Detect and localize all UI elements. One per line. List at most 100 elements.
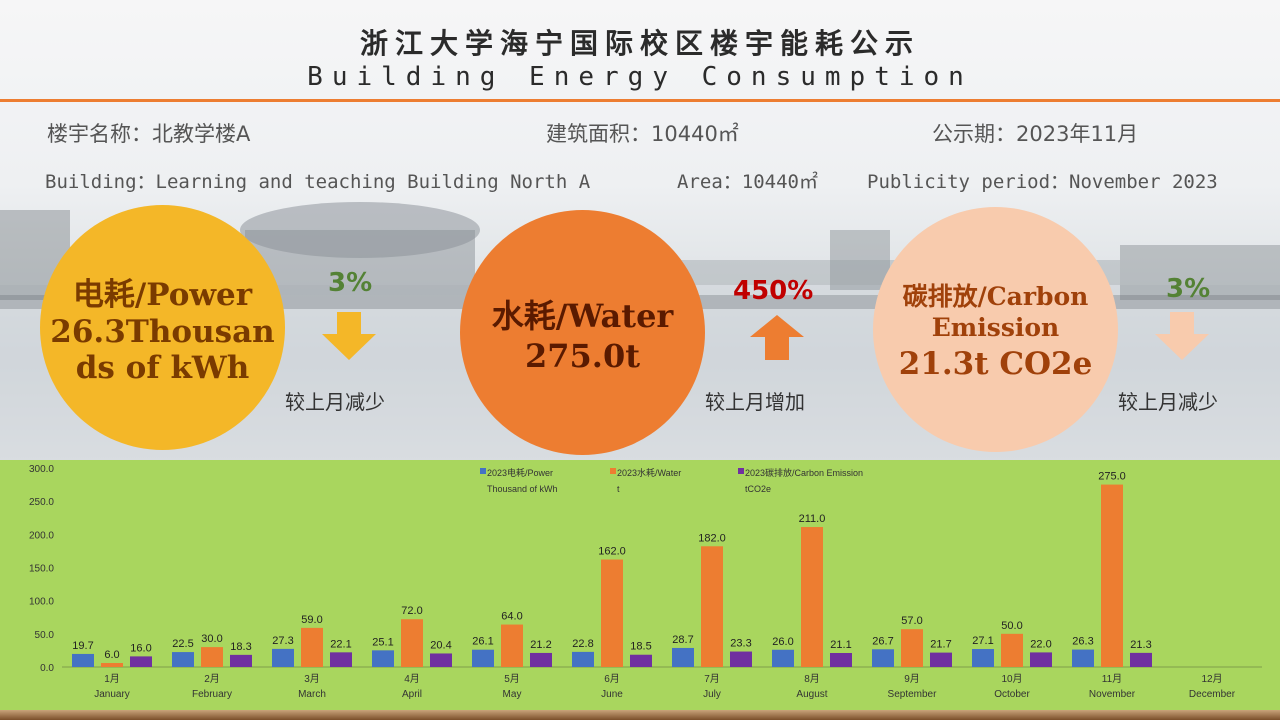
bar-water bbox=[701, 546, 723, 667]
bar-carbon bbox=[630, 654, 652, 667]
data-label: 22.8 bbox=[572, 638, 593, 650]
data-label: 162.0 bbox=[598, 546, 626, 558]
data-label: 21.2 bbox=[530, 639, 551, 651]
chart-background bbox=[0, 460, 1280, 710]
data-label: 21.1 bbox=[830, 639, 851, 651]
legend-label: 2023水耗/Water bbox=[617, 467, 681, 478]
bar-carbon bbox=[530, 652, 552, 667]
bar-water bbox=[201, 647, 223, 667]
carbon-card-title: 碳排放/Carbon bbox=[902, 282, 1089, 311]
data-label: 22.1 bbox=[330, 638, 351, 650]
data-label: 18.3 bbox=[230, 641, 251, 653]
building-area-cn: 建筑面积：10440㎡ bbox=[546, 122, 739, 146]
bar-water bbox=[601, 559, 623, 667]
bar-water bbox=[801, 527, 823, 667]
x-tick-label-en: August bbox=[796, 689, 827, 700]
bar-power bbox=[872, 649, 894, 667]
building-name-cn: 楼宇名称：北教学楼A bbox=[47, 122, 251, 146]
publicity-period-cn: 公示期：2023年11月 bbox=[932, 122, 1139, 146]
bar-carbon bbox=[930, 652, 952, 667]
title-divider bbox=[0, 99, 1280, 102]
bar-water bbox=[401, 619, 423, 667]
power-card-value: 26.3Thousan bbox=[50, 314, 275, 350]
x-tick-label-en: October bbox=[994, 689, 1030, 700]
bar-water bbox=[901, 629, 923, 667]
legend-swatch bbox=[738, 468, 744, 474]
bottom-strip bbox=[0, 710, 1280, 720]
carbon-card-subtitle: Emission bbox=[931, 313, 1060, 342]
bar-carbon bbox=[330, 652, 352, 667]
legend-label-unit: tCO2e bbox=[745, 484, 771, 494]
y-tick-label: 250.0 bbox=[29, 497, 54, 508]
carbon-change-percent: 3% bbox=[1166, 274, 1211, 304]
down-arrow-icon bbox=[322, 312, 376, 360]
x-tick-label-cn: 6月 bbox=[604, 673, 620, 685]
page-title-english: Building Energy Consumption bbox=[307, 62, 973, 92]
x-tick-label-en: February bbox=[192, 689, 232, 700]
data-label: 20.4 bbox=[430, 639, 451, 651]
energy-bar-chart: 0.0 50.0 100.0 150.0 200.0 250.0 300.0 1月 Januar… bbox=[29, 464, 1262, 700]
data-label: 6.0 bbox=[104, 649, 119, 661]
water-card-title: 水耗/Water bbox=[491, 296, 674, 335]
carbon-card-value: 21.3t CO2e bbox=[898, 346, 1093, 382]
building-name-en: Building：Learning and teaching Building … bbox=[45, 171, 591, 193]
bar-power bbox=[72, 653, 94, 667]
power-card-unit: ds of kWh bbox=[75, 350, 250, 386]
bar-power bbox=[772, 649, 794, 667]
building-area-en: Area：10440㎡ bbox=[677, 171, 818, 193]
data-label: 211.0 bbox=[799, 513, 826, 525]
bar-water bbox=[501, 624, 523, 667]
bar-carbon bbox=[830, 653, 852, 667]
data-label: 64.0 bbox=[501, 611, 522, 623]
legend-label: 2023碳排放/Carbon Emission bbox=[745, 467, 863, 478]
up-arrow-icon bbox=[750, 315, 804, 360]
data-label: 16.0 bbox=[130, 642, 151, 654]
bar-power bbox=[1072, 649, 1094, 667]
y-tick-label: 100.0 bbox=[29, 597, 54, 608]
bar-carbon bbox=[1030, 652, 1052, 667]
down-arrow-icon bbox=[1155, 312, 1209, 360]
data-label: 26.0 bbox=[772, 636, 793, 648]
x-tick-label-cn: 3月 bbox=[304, 673, 320, 685]
bar-power bbox=[272, 648, 294, 667]
x-tick-label-en: July bbox=[703, 689, 721, 700]
water-card-value: 275.0t bbox=[525, 336, 640, 375]
bar-power bbox=[172, 652, 194, 667]
water-change-percent: 450% bbox=[733, 276, 814, 306]
x-tick-label-cn: 7月 bbox=[704, 673, 720, 685]
y-tick-label: 50.0 bbox=[35, 630, 55, 641]
water-change-note: 较上月增加 bbox=[705, 390, 805, 414]
x-tick-label-en: September bbox=[888, 689, 938, 700]
x-tick-label-cn: 9月 bbox=[904, 673, 920, 685]
x-tick-label-cn: 4月 bbox=[404, 673, 420, 685]
bar-power bbox=[672, 647, 694, 667]
bar-power bbox=[972, 649, 994, 667]
y-tick-label: 300.0 bbox=[29, 464, 54, 475]
data-label: 28.7 bbox=[672, 634, 693, 646]
data-label: 50.0 bbox=[1001, 620, 1022, 632]
power-card: 电耗/Power 26.3Thousan ds of kWh bbox=[40, 205, 285, 450]
x-tick-label-cn: 8月 bbox=[804, 673, 820, 685]
x-tick-label-cn: 11月 bbox=[1102, 673, 1122, 685]
x-tick-label-en: June bbox=[601, 689, 623, 700]
bar-water bbox=[1001, 633, 1023, 667]
bar-water bbox=[101, 663, 123, 667]
data-label: 27.1 bbox=[972, 635, 993, 647]
bar-carbon bbox=[130, 656, 152, 667]
data-label: 72.0 bbox=[401, 605, 422, 617]
legend-label: 2023电耗/Power bbox=[487, 467, 553, 478]
x-tick-label-cn: 1月 bbox=[104, 673, 120, 685]
data-label: 21.3 bbox=[1130, 639, 1151, 651]
x-tick-label-en: May bbox=[503, 689, 522, 700]
data-label: 22.5 bbox=[172, 638, 193, 650]
y-tick-label: 150.0 bbox=[29, 564, 54, 575]
bar-carbon bbox=[430, 653, 452, 667]
power-change-percent: 3% bbox=[328, 268, 373, 298]
x-tick-label-cn: 5月 bbox=[504, 673, 520, 685]
x-tick-label-cn: 2月 bbox=[204, 673, 220, 685]
power-change-note: 较上月减少 bbox=[285, 390, 385, 414]
y-tick-label: 200.0 bbox=[29, 530, 54, 541]
bar-power bbox=[372, 650, 394, 667]
bar-power bbox=[572, 651, 594, 667]
data-label: 57.0 bbox=[901, 615, 922, 627]
